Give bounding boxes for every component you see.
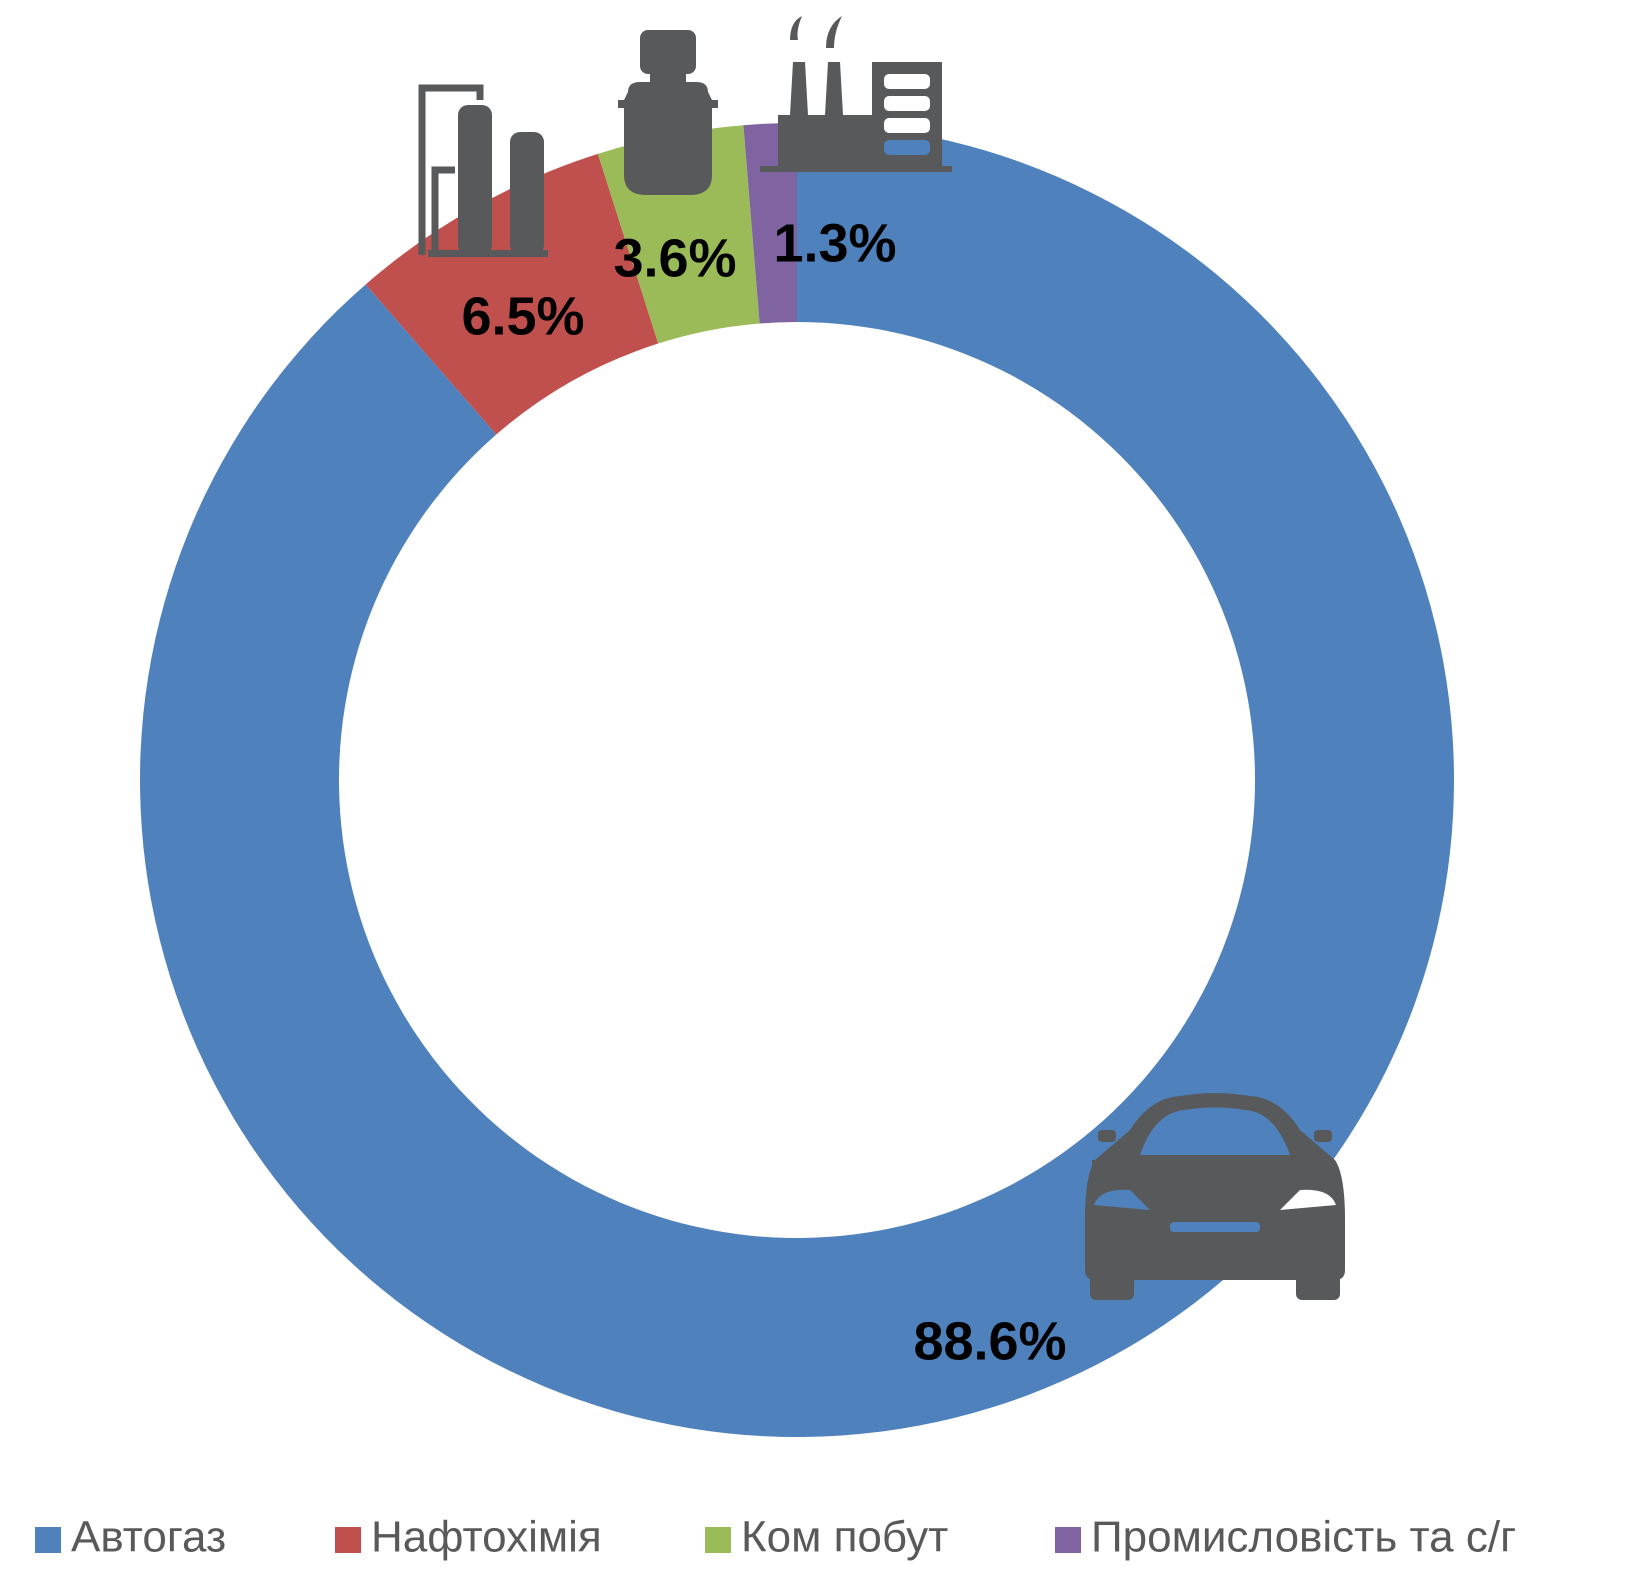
legend-label: Нафтохімія — [371, 1513, 602, 1562]
legend-swatch — [335, 1527, 361, 1553]
legend-swatch — [1055, 1527, 1081, 1553]
data-label: 6.5% — [461, 286, 584, 346]
slice — [743, 123, 797, 324]
data-label: 88.6% — [913, 1311, 1066, 1371]
icon-car — [1085, 1093, 1345, 1300]
legend-label: Автогаз — [71, 1513, 226, 1562]
icon-factory — [760, 16, 952, 172]
legend-swatch — [35, 1527, 61, 1553]
slice — [140, 123, 1455, 1437]
icon-gas-cylinder — [618, 30, 718, 195]
data-label: 3.6% — [613, 228, 736, 288]
legend-swatch — [705, 1527, 731, 1553]
data-label: 1.3% — [773, 213, 896, 273]
icon-refinery — [418, 84, 548, 257]
legend-label: Промисловість та с/г — [1091, 1513, 1516, 1562]
slice — [365, 153, 659, 435]
legend: Автогаз Нафтохімія Ком побут Промисловість … — [35, 1513, 1516, 1562]
legend-label: Ком побут — [741, 1513, 948, 1562]
data-labels: 88.6% 6.5% 3.6% 1.3% — [461, 213, 1066, 1371]
